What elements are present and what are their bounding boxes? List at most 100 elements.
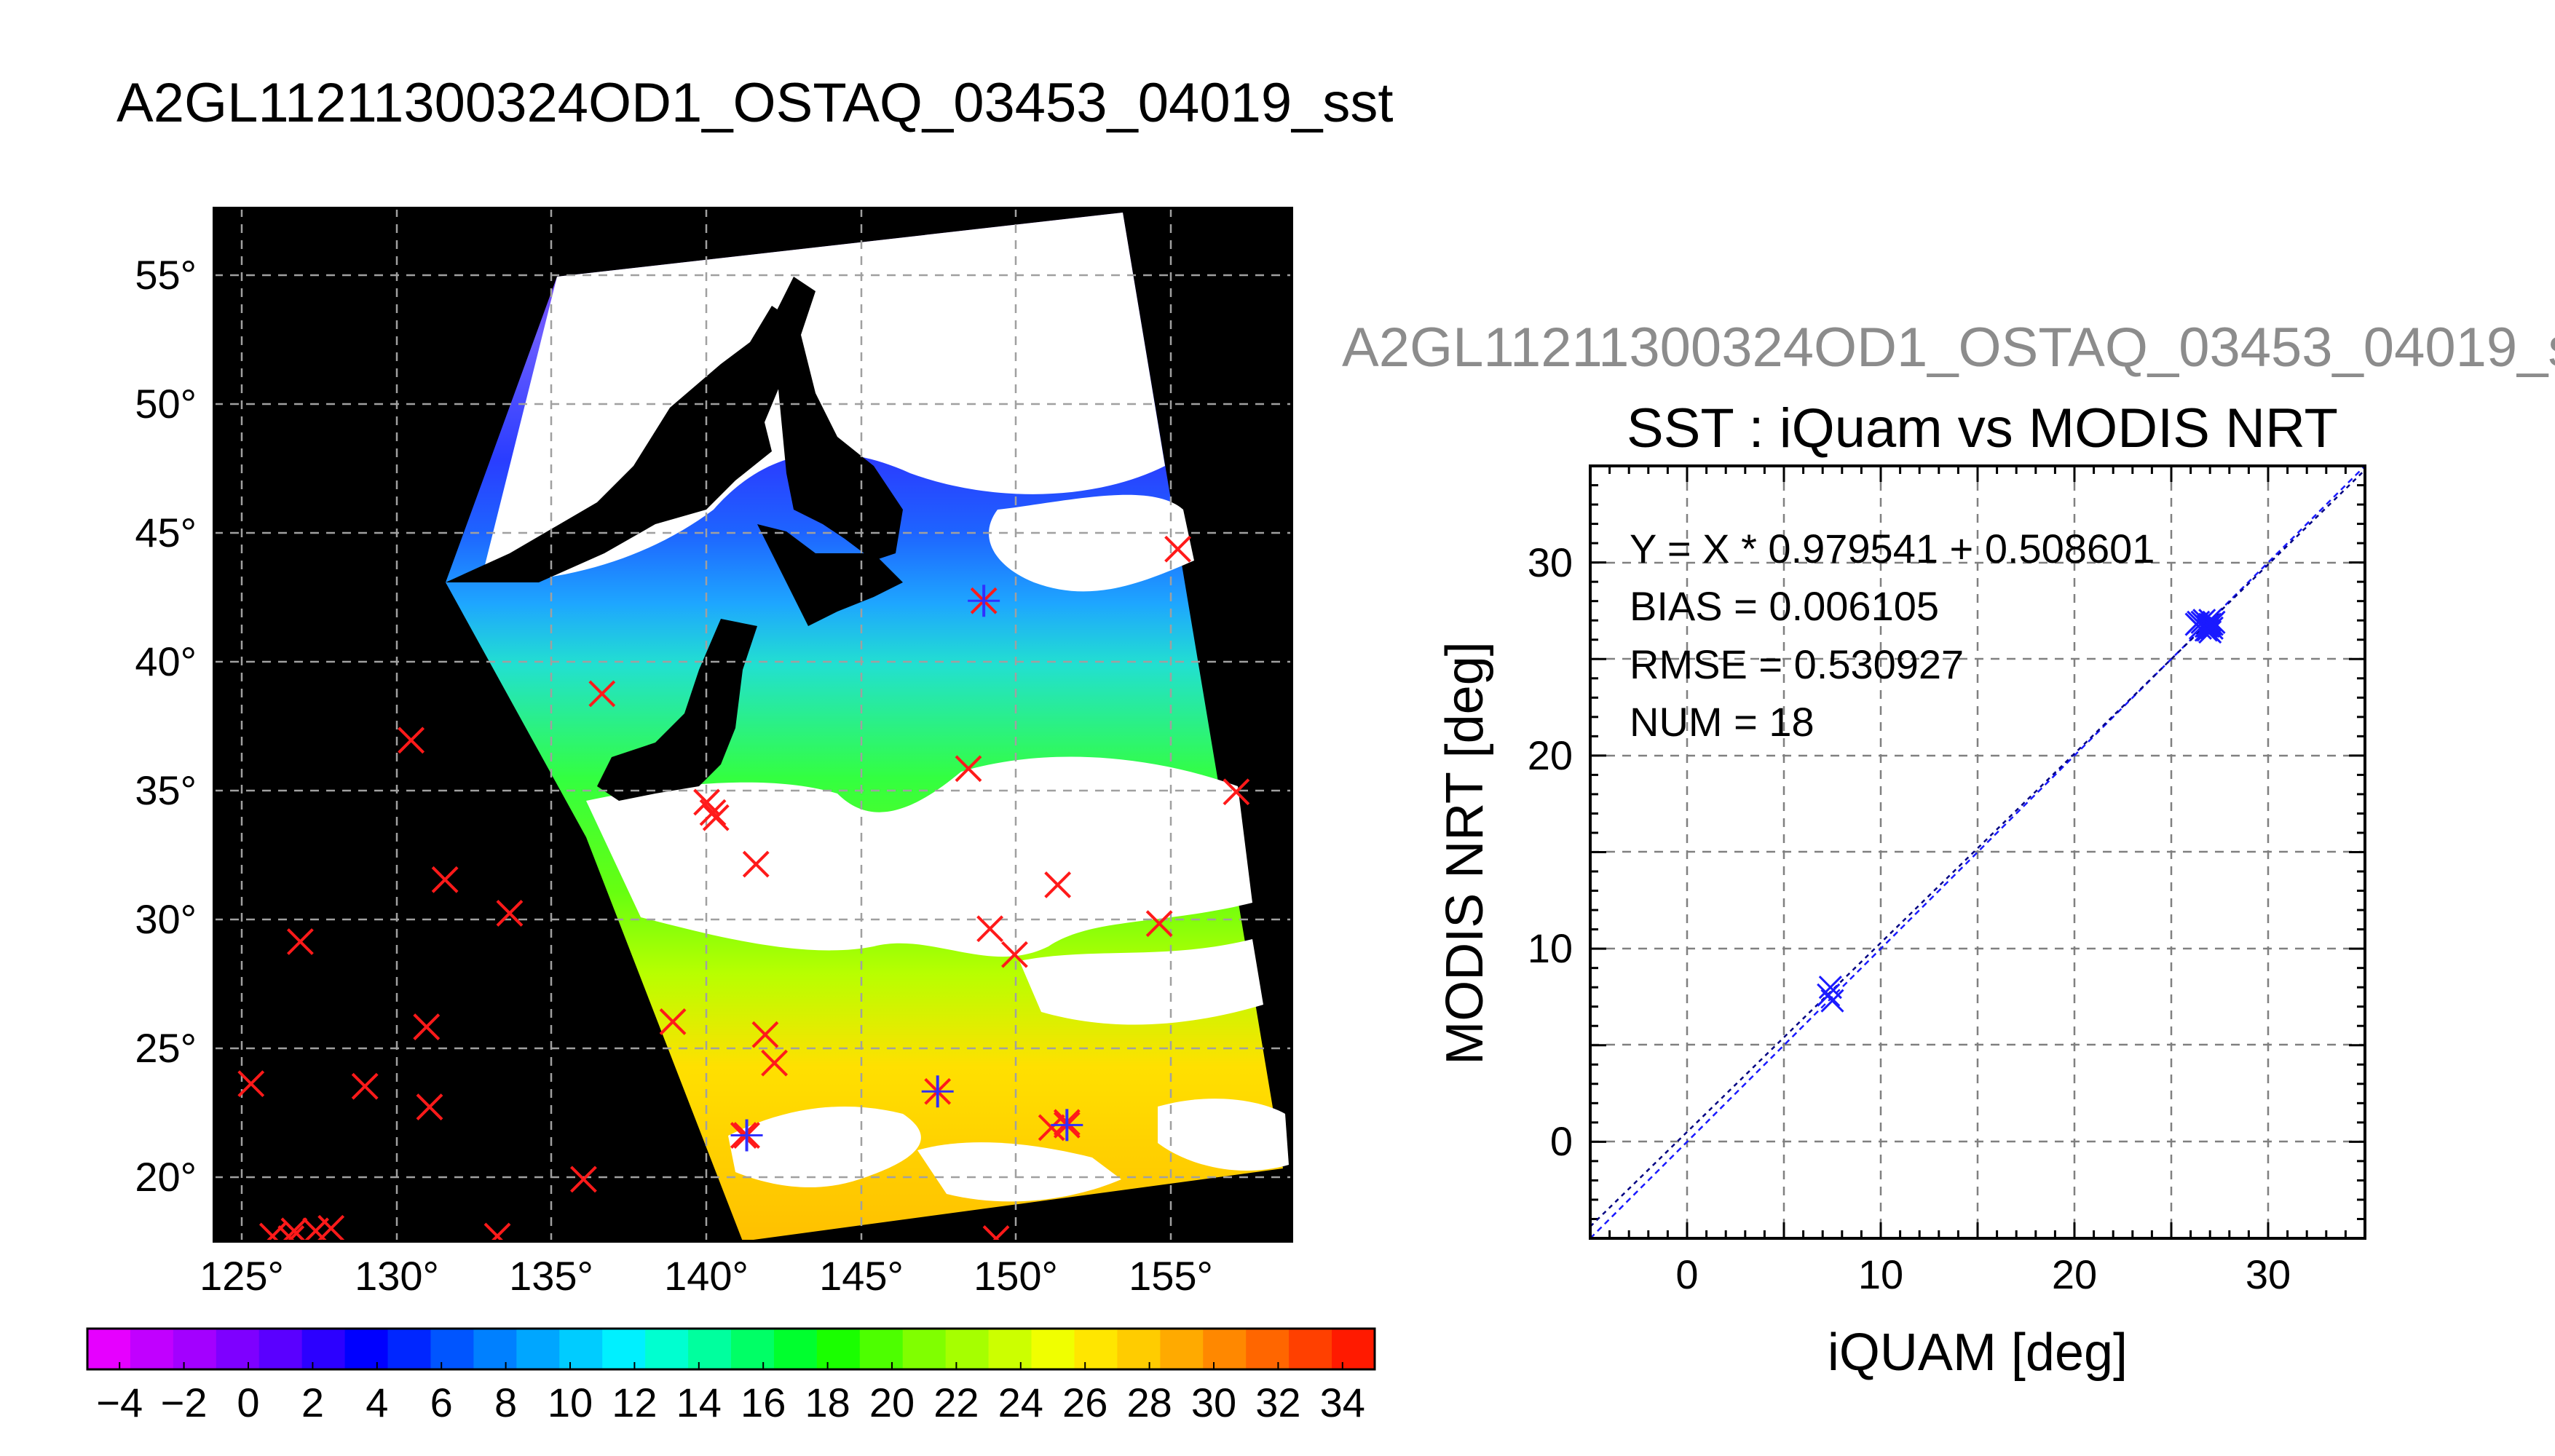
lat-label: 55°: [135, 252, 197, 298]
data-point: [2198, 620, 2222, 644]
scatter-x-tick-labels: 0 10 20 30: [1675, 1251, 2291, 1297]
map-lat-labels: 55° 50° 45° 40° 35° 30° 25° 20°: [135, 252, 197, 1200]
buoy-marker: [1145, 910, 1173, 938]
colorbar-swatch: [301, 1329, 346, 1369]
colorbar-label: 2: [301, 1380, 324, 1425]
buoy-marker: [588, 680, 616, 708]
matchup-marker: [1051, 1109, 1083, 1142]
buoy-marker: [699, 799, 727, 826]
colorbar-label: 10: [548, 1380, 593, 1425]
colorbar-label: 24: [998, 1380, 1043, 1425]
colorbar-label: 14: [676, 1380, 722, 1425]
lon-label: 155°: [1129, 1253, 1213, 1299]
figure-title: A2GL11211300324OD1_OSTAQ_03453_04019_sst: [117, 72, 1394, 134]
buoy-marker: [280, 1217, 308, 1241]
num-value: NUM = 18: [1630, 699, 1814, 745]
matchup-marker: [968, 585, 1000, 617]
colorbar-label: 12: [612, 1380, 657, 1425]
colorbar-swatch: [1117, 1329, 1161, 1369]
land-mask: [446, 277, 903, 801]
colorbar-swatch: [130, 1329, 174, 1369]
buoy-marker: [659, 1008, 687, 1035]
colorbar-label: 18: [805, 1380, 850, 1425]
buoy-marker: [483, 1222, 511, 1241]
scatter-y-tick-labels: 0 10 20 30: [1528, 539, 1573, 1164]
lat-label: 25°: [135, 1025, 197, 1071]
scatter-frame: [1589, 464, 2366, 1240]
buoy-marker: [302, 1217, 329, 1241]
lat-label: 45°: [135, 510, 197, 555]
stats-box: Y = X * 0.979541 + 0.508601 BIAS = 0.006…: [1630, 526, 2155, 745]
colorbar-swatch: [645, 1329, 689, 1369]
colorbar-label: 34: [1320, 1380, 1365, 1425]
data-point: [2192, 609, 2216, 633]
lon-label: 125°: [200, 1253, 284, 1299]
colorbar-swatch: [344, 1329, 389, 1369]
lat-label: 35°: [135, 767, 197, 813]
colorbar-swatch: [602, 1329, 646, 1369]
lon-label: 145°: [819, 1253, 904, 1299]
buoy-marker: [570, 1166, 597, 1193]
colorbar-label: 16: [741, 1380, 786, 1425]
data-point: [1817, 983, 1841, 1007]
colorbar-label: 28: [1126, 1380, 1172, 1425]
colorbar-swatch: [1203, 1329, 1247, 1369]
lat-label: 50°: [135, 381, 197, 427]
buoy-marker: [277, 1225, 305, 1241]
colorbar-swatch: [945, 1329, 990, 1369]
buoy-marker: [286, 928, 314, 955]
matchup-marker: [921, 1075, 954, 1108]
scatter-title: SST : iQuam vs MODIS NRT: [1627, 397, 2338, 459]
colorbar-label: 4: [366, 1380, 388, 1425]
buoy-marker: [1001, 941, 1028, 968]
y-tick-label: 30: [1528, 539, 1573, 585]
colorbar-swatch: [1074, 1329, 1118, 1369]
regression-line: [1590, 469, 2365, 1227]
buoy-marker: [237, 1070, 265, 1098]
x-axis-label: iQUAM [deg]: [1828, 1324, 2128, 1382]
colorbar-swatch: [1246, 1329, 1290, 1369]
colorbar-swatch: [1332, 1329, 1375, 1369]
buoy-marker: [431, 866, 459, 893]
buoy-marker: [955, 755, 982, 783]
identity-line: [1590, 466, 2365, 1238]
colorbar-label: 8: [494, 1380, 517, 1425]
colorbar-swatch: [473, 1329, 517, 1369]
lon-label: 130°: [355, 1253, 439, 1299]
colorbar-swatch: [387, 1329, 431, 1369]
colorbar-label: −4: [96, 1380, 143, 1425]
data-point: [2198, 609, 2222, 633]
x-tick-label: 0: [1675, 1251, 1698, 1297]
lon-label: 150°: [974, 1253, 1058, 1299]
x-tick-label: 30: [2246, 1251, 2291, 1297]
buoy-marker: [413, 1013, 441, 1040]
lon-label: 135°: [509, 1253, 593, 1299]
colorbar-swatch: [87, 1329, 131, 1369]
regression-equation: Y = X * 0.979541 + 0.508601: [1630, 526, 2155, 571]
colorbar-swatch: [988, 1329, 1032, 1369]
colorbar-swatch: [216, 1329, 260, 1369]
colorbar-swatch: [173, 1329, 217, 1369]
colorbar-swatch: [773, 1329, 818, 1369]
lat-label: 30°: [135, 896, 197, 942]
buoy-marker: [351, 1072, 379, 1100]
buoy-marker: [1164, 535, 1191, 563]
colorbar-labels: −4 −2 0 2 4 6 8 10 12 14 16 18 20 22 24 26 28 30 32 34: [96, 1380, 1365, 1425]
buoy-marker: [702, 804, 730, 831]
buoy-marker: [742, 850, 770, 878]
colorbar-swatch: [516, 1329, 560, 1369]
buoy-marker: [751, 1021, 779, 1048]
data-point: [2194, 614, 2218, 638]
colorbar-label: 30: [1191, 1380, 1236, 1425]
scatter-points: [1817, 609, 2226, 1013]
colorbar-label: −2: [161, 1380, 208, 1425]
colorbar-swatch: [1160, 1329, 1204, 1369]
colorbar-swatch: [902, 1329, 947, 1369]
buoy-marker: [982, 1225, 1010, 1241]
y-tick-label: 0: [1550, 1118, 1573, 1164]
colorbar: [87, 1329, 1375, 1369]
map-lon-labels: 125° 130° 135° 140° 145° 150° 155°: [200, 1253, 1213, 1299]
colorbar-label: 6: [430, 1380, 453, 1425]
buoy-marker: [496, 900, 524, 927]
